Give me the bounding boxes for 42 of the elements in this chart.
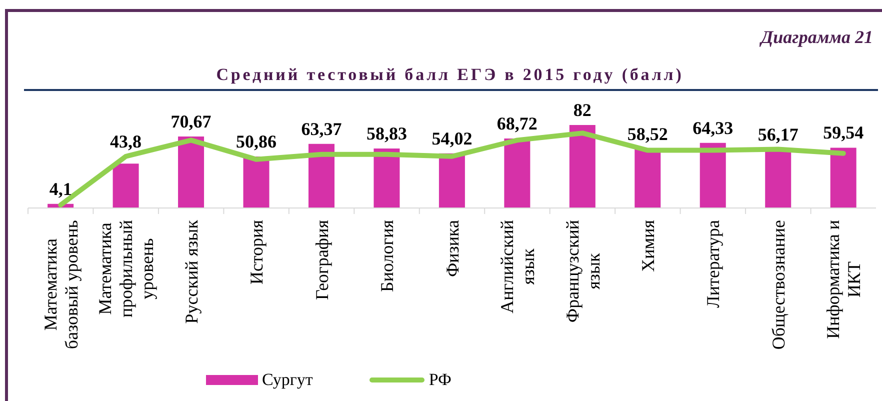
data-label: 58,52 [627, 124, 668, 144]
data-label: 58,83 [366, 123, 407, 144]
bar [243, 156, 270, 208]
data-label: 54,02 [432, 128, 472, 148]
data-label: 68,72 [496, 113, 538, 134]
legend-label: Сургут [262, 370, 313, 390]
data-label: 64,33 [692, 118, 734, 138]
data-label: 70,67 [170, 111, 212, 132]
bar [438, 153, 465, 208]
legend-label: РФ [428, 370, 452, 390]
x-tick-label: Французский язык [562, 220, 604, 323]
bar [830, 148, 856, 208]
x-tick-label: Литература [703, 220, 724, 308]
bar [765, 151, 792, 208]
x-tick-label: Математика профильный уровень [95, 220, 158, 318]
bar [178, 136, 204, 208]
x-tick-label: Информатика и ИКТ [823, 220, 864, 339]
data-label: 82 [573, 100, 592, 120]
bar [374, 148, 400, 208]
x-tick-label: География [312, 220, 332, 300]
x-tick-label: Обществознание [768, 220, 788, 350]
bar [308, 144, 334, 208]
chart-title: Средний тестовый балл ЕГЭ в 2015 году (балл) [215, 65, 685, 85]
data-label: 50,86 [236, 132, 277, 152]
bar [634, 148, 661, 208]
x-tick-label: Физика [442, 220, 462, 278]
bar [112, 164, 139, 208]
bar [700, 142, 726, 208]
x-tick-label: Математика базовый уровень [40, 220, 82, 350]
x-tick-label: Английский язык [497, 220, 538, 314]
data-label: 4,1 [49, 178, 72, 199]
data-label: 56,17 [758, 124, 798, 144]
bar [569, 125, 596, 208]
data-label: 59,54 [823, 122, 864, 143]
x-tick-label: История [246, 220, 267, 285]
bar [504, 138, 530, 208]
x-tick-label: Биология [377, 220, 398, 292]
data-label: 63,37 [301, 118, 342, 139]
x-tick-label: Русский язык [181, 220, 202, 324]
x-tick-label: Химия [638, 220, 658, 272]
text: Диаграмма 21 [760, 27, 873, 47]
data-label: 43,8 [110, 131, 142, 152]
